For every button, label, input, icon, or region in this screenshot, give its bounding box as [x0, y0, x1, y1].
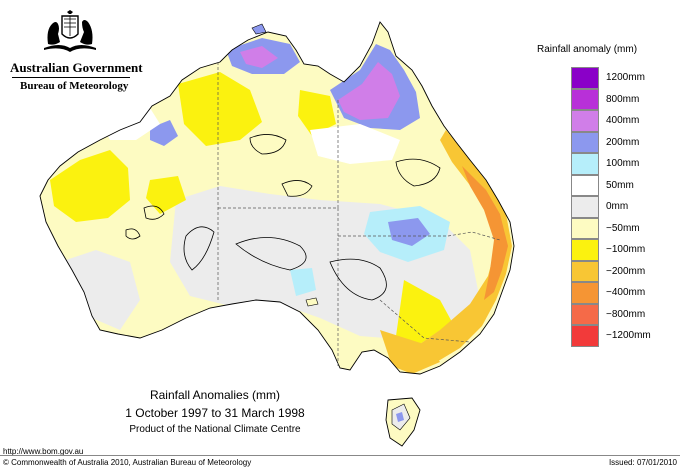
sa-wet-spot — [290, 268, 316, 296]
legend-swatch — [571, 131, 599, 153]
issued-date: Issued: 07/01/2010 — [608, 458, 677, 467]
legend-label: 0mm — [606, 201, 629, 212]
bureau-subtitle: Bureau of Meteorology — [20, 80, 129, 92]
legend-label: −100mm — [606, 244, 646, 255]
header-divider — [12, 77, 130, 78]
victoria-dry-region — [380, 330, 440, 374]
government-title: Australian Government — [10, 60, 143, 75]
se-dry-region — [396, 280, 452, 344]
legend-label: 200mm — [606, 136, 640, 148]
legend-swatch — [571, 88, 599, 110]
tiwi-islands — [251, 23, 267, 35]
map-product-note: Product of the National Climate Centre — [129, 424, 301, 435]
gulf-dry-region — [298, 90, 336, 136]
footer-divider — [0, 455, 680, 456]
website-url: http://www.bom.gov.au — [3, 447, 84, 456]
legend-swatch — [571, 303, 599, 325]
legend-swatch — [571, 153, 599, 175]
legend-label: −50mm — [606, 222, 640, 234]
legend-swatch — [571, 325, 599, 347]
tasmania — [385, 397, 421, 447]
inland-qld-very-wet-spot — [388, 218, 430, 246]
north-dry-region — [178, 72, 262, 146]
legend-swatch — [571, 282, 599, 304]
coat-of-arms-emblem — [44, 10, 96, 52]
legend-label: 800mm — [606, 93, 640, 105]
legend-title: Rainfall anomaly (mm) — [537, 44, 638, 55]
legend-label: −1200mm — [606, 330, 651, 341]
top-end-very-wet-region — [240, 46, 278, 68]
central-west-dry-region — [146, 176, 186, 214]
legend-label: 100mm — [606, 158, 640, 169]
contour-lines — [125, 134, 441, 301]
legend-swatch — [571, 239, 599, 261]
legend-label: 400mm — [606, 115, 640, 126]
kimberley-wet-spot — [150, 120, 178, 146]
legend-swatch — [571, 174, 599, 196]
sw-near-normal-region — [60, 250, 140, 330]
map-period: 1 October 1997 to 31 March 1998 — [125, 406, 305, 420]
legend-swatch — [571, 260, 599, 282]
legend-label: −400mm — [606, 287, 646, 298]
legend-swatch — [571, 110, 599, 132]
legend-swatch — [571, 217, 599, 239]
cape-york-very-wet-region — [338, 62, 400, 120]
map-title: Rainfall Anomalies (mm) — [149, 388, 281, 402]
legend-label: 50mm — [606, 179, 634, 191]
copyright-notice: © Commonwealth of Australia 2010, Austra… — [3, 458, 252, 467]
east-coast-very-dry-band — [462, 166, 508, 300]
east-coast-dry-band — [420, 130, 512, 366]
legend-label: 1200mm — [606, 72, 645, 83]
state-borders — [217, 62, 501, 368]
legend-swatch — [571, 196, 599, 218]
legend-swatch — [571, 67, 599, 89]
kangaroo-island — [305, 297, 319, 307]
legend-label: −200mm — [606, 265, 646, 277]
western-dry-region — [50, 150, 130, 222]
qld-normal-band — [310, 124, 400, 164]
legend-label: −800mm — [606, 308, 646, 320]
